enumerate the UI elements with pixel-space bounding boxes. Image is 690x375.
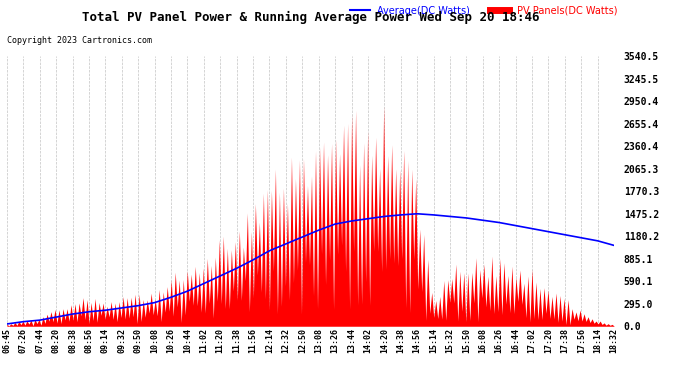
Text: Copyright 2023 Cartronics.com: Copyright 2023 Cartronics.com <box>7 36 152 45</box>
Legend: Average(DC Watts), PV Panels(DC Watts): Average(DC Watts), PV Panels(DC Watts) <box>346 2 622 20</box>
Text: Total PV Panel Power & Running Average Power Wed Sep 20 18:46: Total PV Panel Power & Running Average P… <box>81 11 540 24</box>
